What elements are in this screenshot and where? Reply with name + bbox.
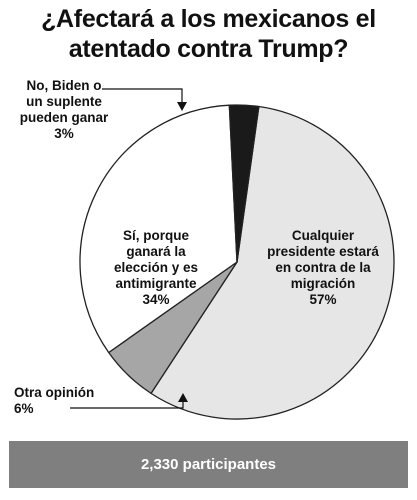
participants-banner: 2,330 participantes <box>9 441 408 488</box>
slice-label-line: migración <box>290 276 356 291</box>
slice-value-label: 3% <box>54 126 74 141</box>
slice-label-line: antimigrante <box>115 276 197 291</box>
chart-title-line-2: atentado contra Trump? <box>68 35 349 63</box>
leader-line-no-biden <box>102 88 183 103</box>
slice-label-line: Otra opinión <box>14 385 95 400</box>
slice-no-biden <box>228 104 260 263</box>
slice-label-otra-opinion: Otra opinión 6% <box>14 385 124 417</box>
leader-line-otra-opinion <box>70 400 184 409</box>
slice-label-line: en contra de la <box>275 260 371 275</box>
slice-label-cualquier-presidente: Cualquier presidente estará en contra de… <box>248 228 398 308</box>
slice-label-line: elección y es <box>113 260 199 275</box>
slice-label-line: pueden ganar <box>19 110 109 125</box>
slice-label-si-porque: Sí, porque ganará la elección y es antim… <box>96 228 216 308</box>
slice-label-line: No, Biden o <box>26 78 102 93</box>
pie-chart <box>70 88 395 420</box>
participants-count: 2,330 participantes <box>140 456 277 473</box>
slice-value-label: 57% <box>309 292 337 307</box>
slice-label-line: Cualquier <box>291 228 355 243</box>
slice-value-label: 6% <box>14 401 34 416</box>
leader-arrow-no-biden <box>177 102 187 111</box>
leader-arrow-otra-opinion <box>178 393 188 402</box>
slice-label-no-biden: No, Biden o un suplente pueden ganar 3% <box>9 78 119 142</box>
slice-cualquier-presidente <box>150 105 395 420</box>
slice-value-label: 34% <box>142 292 170 307</box>
chart-title: ¿Afectará a los mexicanos el atentado co… <box>0 4 417 64</box>
slice-label-line: ganará la <box>126 244 186 259</box>
slice-si-porque <box>79 104 238 354</box>
chart-title-line-1: ¿Afectará a los mexicanos el <box>41 5 376 33</box>
slice-label-line: presidente estará <box>267 244 379 259</box>
slice-label-line: Sí, porque <box>122 228 189 243</box>
slice-label-line: un suplente <box>26 94 102 109</box>
